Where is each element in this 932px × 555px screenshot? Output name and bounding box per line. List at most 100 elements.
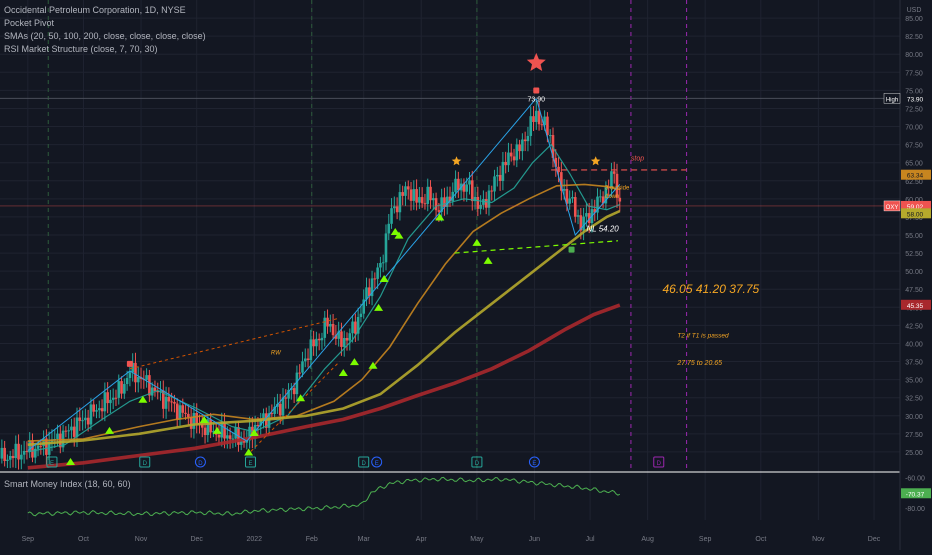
candle-body [31, 440, 34, 458]
candle-body [56, 433, 59, 439]
candle-body [97, 408, 101, 411]
buy-signal-triangle [212, 426, 222, 434]
candle-body [490, 190, 494, 192]
candle-body [22, 450, 26, 455]
candle-body [309, 339, 313, 361]
candle-body [45, 438, 48, 455]
price-tag [901, 299, 931, 310]
candle-body [125, 378, 129, 385]
candle-body [367, 287, 371, 297]
candle-body [462, 183, 466, 192]
candle-body [373, 278, 377, 280]
candle-body [81, 420, 84, 422]
candle-body [111, 397, 115, 400]
candle-body [14, 443, 18, 459]
candle-body [312, 339, 315, 347]
candle-body [431, 198, 435, 201]
candle-body [220, 422, 224, 438]
dashed-channel-line [246, 361, 340, 456]
candle-body [92, 404, 96, 412]
candle-body [306, 358, 310, 361]
candle-body [248, 426, 251, 441]
candle-body [479, 204, 482, 209]
candle-body [473, 196, 477, 202]
candle-body [504, 161, 507, 166]
candle-body [571, 197, 574, 199]
y-tick-label: 85.00 [905, 16, 923, 23]
price-tag-name [883, 93, 901, 104]
candle-body [448, 196, 452, 202]
indicator-pocket-pivot[interactable]: Pocket Pivot [4, 18, 55, 28]
earnings-marker [358, 456, 370, 468]
candle-body [543, 116, 546, 126]
price-tag-value: 73.90 [907, 96, 924, 103]
candle-body [512, 156, 516, 161]
candle-body [231, 438, 235, 440]
buy-signal-triangle [483, 256, 493, 264]
candle-body [412, 189, 416, 201]
y-tick-label: 30.00 [905, 414, 923, 421]
pocket-pivot-star [451, 156, 462, 166]
candle-body [303, 358, 307, 362]
buy-signal-triangle [138, 395, 148, 403]
candle-body [262, 413, 265, 420]
candle-body [136, 377, 140, 383]
event-marker-letter: E [249, 461, 253, 467]
candle-body [223, 422, 226, 439]
t2-range-label: 27.75 to 20.65 [676, 360, 722, 367]
candle-body [568, 198, 571, 204]
candle-body [203, 427, 207, 436]
candle-body [560, 172, 563, 191]
event-marker-letter: D [475, 461, 480, 467]
candle-body [468, 180, 471, 185]
candle-body [612, 171, 616, 174]
candle-body [487, 190, 491, 208]
candle-body [387, 223, 391, 234]
candle-body [404, 186, 407, 196]
candle-body [529, 116, 533, 136]
candle-body [523, 139, 527, 142]
candle-body [406, 186, 410, 190]
candle-body [187, 413, 190, 418]
candle-body [345, 338, 349, 341]
candle-body [0, 447, 4, 459]
candle-body [370, 278, 374, 297]
smi-legend[interactable]: Smart Money Index (18, 60, 60) [4, 479, 131, 489]
candle-body [518, 144, 521, 152]
candle-body [615, 173, 619, 198]
candle-body [331, 324, 335, 336]
candle-body [164, 396, 168, 409]
candle-body [134, 362, 137, 383]
candle-body [476, 196, 480, 209]
candle-body [156, 391, 160, 393]
y-tick-label: 75.00 [905, 88, 923, 95]
buy-signal-triangle [472, 238, 482, 246]
candle-body [106, 392, 109, 404]
x-tick-label: Jun [529, 536, 540, 543]
candle-body [70, 426, 73, 431]
x-tick-label: Dec [868, 536, 881, 543]
buy-signal-triangle [379, 275, 389, 282]
indicator-smas[interactable]: SMAs (20, 50, 100, 200, close, close, cl… [4, 31, 206, 41]
candle-body [359, 313, 363, 317]
symbol-title[interactable]: Occidental Petroleum Corporation, 1D, NY… [4, 5, 186, 15]
candle-body [256, 424, 260, 426]
buy-signal-triangle [199, 416, 209, 423]
buy-signal-triangle [394, 231, 404, 239]
candle-body [390, 208, 393, 224]
candle-body [618, 197, 622, 202]
smi-y-tick-label: -60.00 [905, 476, 925, 483]
candle-body [295, 372, 299, 395]
indicator-rsi-structure[interactable]: RSI Market Structure (close, 7, 70, 30) [4, 44, 158, 54]
candle-body [534, 110, 538, 122]
buy-signal-triangle [66, 457, 76, 465]
candle-body [228, 435, 232, 439]
candle-body [395, 206, 399, 213]
price-tag [901, 200, 931, 211]
x-tick-label: Apr [416, 536, 428, 543]
candle-body [36, 445, 40, 449]
candle-body [348, 333, 352, 341]
candle-body [362, 299, 366, 314]
